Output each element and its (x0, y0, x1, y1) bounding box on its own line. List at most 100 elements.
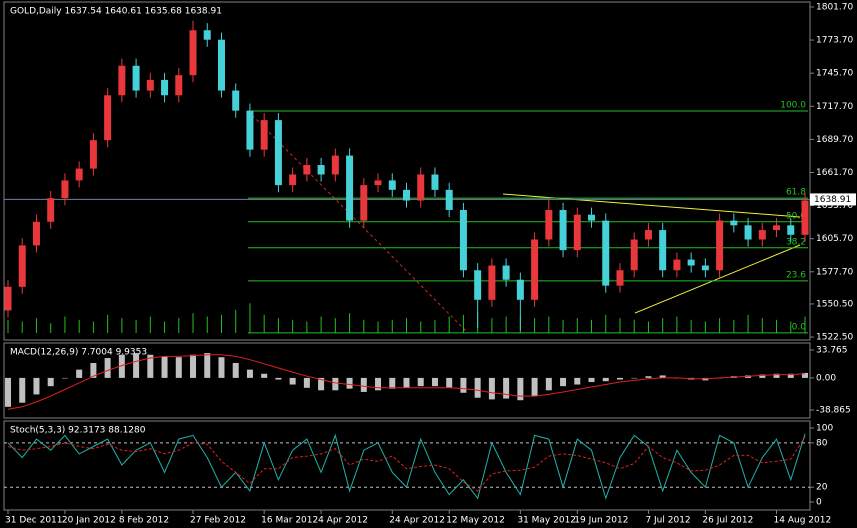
macd-bar (474, 377, 481, 398)
candle-body (203, 30, 211, 40)
macd-bar (218, 357, 225, 378)
candle-body (716, 220, 724, 271)
candle-body (331, 155, 339, 175)
y-tick-label: 0.00 (816, 373, 836, 383)
last-price-label: 1638.91 (814, 195, 851, 205)
y-tick-label: 80 (816, 438, 828, 448)
last-price-box (810, 193, 856, 206)
macd-bar (289, 377, 296, 385)
macd-bar (802, 372, 808, 378)
candle-body (659, 230, 667, 271)
candle-body (474, 270, 482, 300)
x-tick-label: 24 Apr 2012 (389, 516, 445, 526)
candle-body (431, 174, 439, 190)
candle-body (317, 165, 325, 175)
macd-bar (488, 377, 495, 400)
macd-bar (616, 377, 623, 380)
y-tick-label: 1717.70 (816, 102, 853, 112)
y-tick-label: 1605.70 (816, 234, 853, 244)
y-tick-label: 1689.70 (816, 135, 853, 145)
candle-body (488, 265, 496, 300)
candle-body (303, 165, 311, 175)
candle-body (217, 39, 225, 91)
macd-bar (574, 377, 581, 385)
candle-body (274, 120, 282, 186)
macd-bar (517, 377, 524, 401)
candle-body (744, 225, 752, 240)
macd-bar (602, 377, 609, 382)
candle-body (602, 220, 610, 286)
candle-body (730, 220, 738, 226)
fib-label: 100.0 (780, 101, 806, 111)
candle-body (616, 270, 624, 286)
macd-bar (190, 354, 197, 378)
candle-body (4, 286, 12, 311)
candle-body (417, 174, 425, 201)
macd-bar (118, 354, 125, 378)
stoch-label: Stoch(5,3,3) 92.3173 88.1280 (10, 426, 146, 436)
macd-signal-line (7, 354, 806, 410)
stoch-panel (3, 420, 811, 511)
y-tick-label: 100 (816, 424, 833, 434)
y-tick-label: 1801.70 (816, 2, 853, 12)
macd-bar (360, 377, 367, 392)
y-tick-label: 33.765 (816, 345, 848, 355)
y-tick-label: 20 (816, 483, 828, 493)
candle-body (189, 30, 197, 76)
candle-body (346, 155, 354, 221)
candle-body (246, 110, 254, 150)
macd-bar (275, 377, 282, 380)
macd-bar (389, 377, 396, 389)
x-tick-label: 31 May 2012 (517, 516, 576, 526)
macd-bar (417, 377, 424, 387)
candle-body (516, 279, 524, 300)
candle-body (360, 185, 368, 221)
candle-body (61, 180, 69, 199)
candle-body (18, 245, 26, 287)
macd-bar (645, 376, 652, 378)
candle-body (75, 168, 83, 181)
stoch-main-line (7, 433, 806, 500)
candle-body (758, 230, 766, 240)
candle-body (289, 174, 297, 186)
candle-body (787, 225, 795, 235)
macd-bar (76, 369, 83, 378)
candle-body (502, 265, 510, 280)
candle-body (132, 65, 140, 91)
stoch-signal-line (7, 436, 806, 492)
y-tick-label: 1577.70 (816, 267, 853, 277)
x-tick-label: 12 May 2012 (446, 516, 505, 526)
y-tick-label: 1773.70 (816, 36, 853, 46)
macd-bar (261, 373, 268, 378)
x-tick-label: 4 Apr 2012 (318, 516, 368, 526)
x-tick-label: 8 Feb 2012 (119, 516, 169, 526)
candle-body (445, 189, 453, 210)
macd-bar (446, 377, 453, 388)
candle-body (374, 180, 382, 186)
macd-bar (503, 377, 510, 399)
candle-body (260, 120, 268, 150)
candle-body (531, 239, 539, 300)
candle-body (403, 189, 410, 201)
candle-body (559, 209, 567, 251)
macd-bar (175, 357, 182, 378)
candle-body (32, 221, 40, 246)
macd-bar (332, 377, 339, 391)
candle-body (104, 95, 112, 141)
macd-bar (47, 377, 54, 387)
y-tick-label: 1633.70 (816, 201, 853, 211)
fib-label: 38.2 (786, 237, 806, 247)
macd-bar (460, 377, 467, 393)
macd-bar (33, 377, 40, 395)
candle-body (773, 225, 781, 231)
macd-bar (588, 377, 595, 383)
macd-bar (431, 377, 438, 387)
y-tick-label: 1661.70 (816, 168, 853, 178)
candle-body (545, 209, 553, 240)
macd-bar (318, 377, 325, 391)
candle-body (687, 259, 695, 266)
macd-bar (773, 373, 780, 378)
candle-body (388, 180, 396, 190)
x-tick-label: 14 Aug 2012 (774, 516, 832, 526)
